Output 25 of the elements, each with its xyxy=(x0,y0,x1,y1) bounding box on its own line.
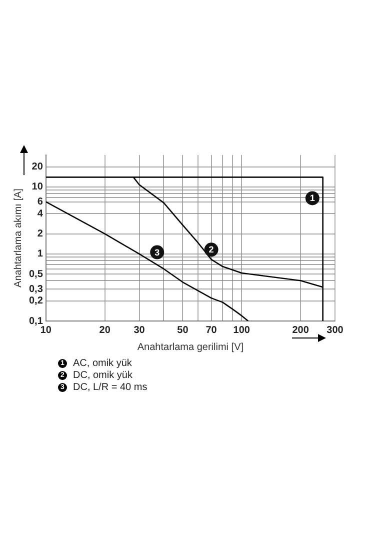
y-tick-label: 20 xyxy=(32,162,44,173)
y-axis-title: Anahtarlama akımı [A] xyxy=(12,188,24,288)
y-tick-label: 1 xyxy=(37,248,44,260)
x-axis-title: Anahtarlama gerilimi [V] xyxy=(137,342,244,353)
y-tick-label: 10 xyxy=(32,182,44,193)
y-tick-label: 0,3 xyxy=(28,284,44,295)
legend-label: DC, L/R = 40 ms xyxy=(73,382,148,392)
x-tick-label: 200 xyxy=(292,324,310,336)
legend-label: AC, omik yük xyxy=(73,358,132,368)
y-tick-label: 4 xyxy=(37,208,44,220)
y-tick-label: 0,1 xyxy=(28,316,44,327)
x-tick-label: 70 xyxy=(206,324,218,336)
y-tick-label: 2 xyxy=(37,228,44,240)
x-tick-label: 100 xyxy=(233,324,250,336)
x-tick-label: 20 xyxy=(99,324,111,336)
x-tick-label: 50 xyxy=(177,324,189,336)
annotation: 3 xyxy=(154,247,160,258)
legend-label: DC, omik yük xyxy=(73,370,132,380)
y-tick-label: 0,2 xyxy=(28,296,44,307)
x-tick-label: 30 xyxy=(134,324,146,336)
annotation: 2 xyxy=(208,244,214,255)
y-tick-label: 0,5 xyxy=(28,268,44,280)
x-tick-label: 300 xyxy=(326,324,344,336)
y-tick-label: 6 xyxy=(37,196,44,208)
annotation: 1 xyxy=(310,193,315,204)
